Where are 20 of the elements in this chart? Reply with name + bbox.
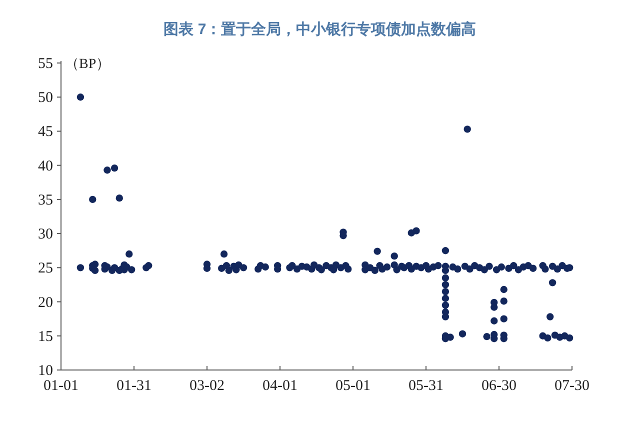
x-tick-label: 05-01 (336, 378, 370, 394)
y-tick-label: 55 (38, 56, 53, 72)
y-tick-label: 45 (38, 124, 53, 140)
y-tick-label: 20 (38, 294, 53, 311)
y-tick-label: 40 (38, 158, 53, 174)
y-tick-label: 30 (38, 226, 53, 243)
y-axis-title: （BP） (65, 57, 110, 72)
y-tick-label: 50 (38, 90, 53, 106)
y-tick-label: 10 (38, 363, 53, 379)
x-tick-label: 06-30 (482, 378, 516, 394)
x-tick-label: 01-31 (116, 378, 152, 394)
chart-title: 图表 7：置于全局，中小银行专项债加点数偏高 (164, 20, 476, 38)
x-tick-label: 01-01 (44, 378, 78, 394)
x-tick-label: 03-02 (190, 378, 224, 394)
y-tick-label: 25 (38, 260, 53, 277)
x-tick-label: 07-30 (554, 378, 590, 394)
y-tick-label: 35 (38, 192, 53, 208)
x-tick-label: 05-31 (408, 378, 444, 394)
y-tick-label: 15 (38, 328, 53, 345)
x-tick-label: 04-01 (262, 378, 298, 394)
